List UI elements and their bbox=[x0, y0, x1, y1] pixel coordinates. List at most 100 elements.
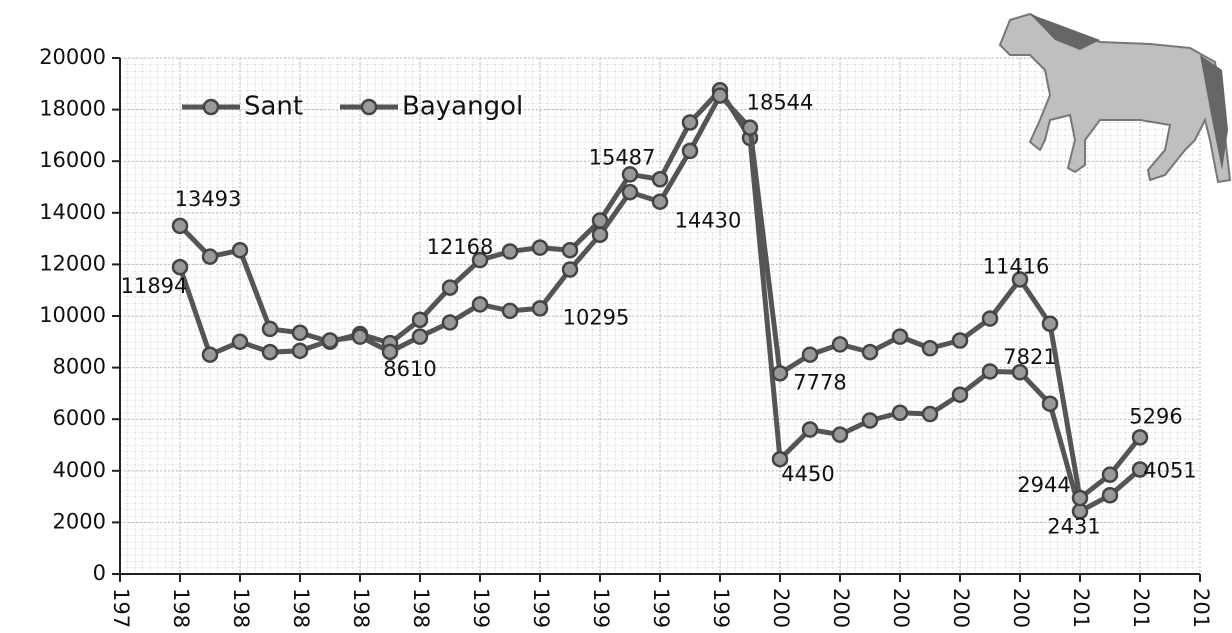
marker bbox=[923, 341, 937, 355]
x-tick-label: 199 bbox=[469, 588, 493, 628]
x-tick-label: 200 bbox=[949, 588, 973, 628]
y-tick-label: 12000 bbox=[39, 251, 106, 275]
marker bbox=[1103, 468, 1117, 482]
x-tick-label: 200 bbox=[829, 588, 853, 628]
marker bbox=[1043, 397, 1057, 411]
marker bbox=[623, 167, 637, 181]
x-tick-label: 201 bbox=[1129, 588, 1153, 628]
marker bbox=[233, 335, 247, 349]
marker bbox=[983, 312, 997, 326]
marker bbox=[173, 219, 187, 233]
marker bbox=[323, 334, 337, 348]
x-tick-label: 201 bbox=[1069, 588, 1093, 628]
y-tick-label: 20000 bbox=[39, 45, 106, 69]
x-tick-label: 199 bbox=[709, 588, 733, 628]
marker bbox=[893, 406, 907, 420]
marker bbox=[653, 172, 667, 186]
x-tick-label: 198 bbox=[229, 588, 253, 628]
y-tick-label: 6000 bbox=[53, 406, 106, 430]
marker bbox=[563, 243, 577, 257]
data-label: 15487 bbox=[589, 145, 656, 169]
marker bbox=[893, 330, 907, 344]
marker bbox=[713, 89, 727, 103]
legend-marker bbox=[362, 100, 376, 114]
data-label: 2944 bbox=[1017, 473, 1070, 497]
marker bbox=[413, 330, 427, 344]
marker bbox=[773, 366, 787, 380]
x-tick-label: 200 bbox=[769, 588, 793, 628]
marker bbox=[563, 263, 577, 277]
y-tick-label: 8000 bbox=[53, 355, 106, 379]
data-label: 7778 bbox=[793, 370, 846, 394]
legend-marker bbox=[204, 100, 218, 114]
marker bbox=[203, 250, 217, 264]
x-tick-label: 201 bbox=[1189, 588, 1213, 628]
y-tick-label: 14000 bbox=[39, 200, 106, 224]
marker bbox=[863, 413, 877, 427]
y-tick-label: 0 bbox=[93, 561, 106, 585]
marker bbox=[293, 344, 307, 358]
y-tick-label: 16000 bbox=[39, 148, 106, 172]
marker bbox=[833, 428, 847, 442]
marker bbox=[503, 245, 517, 259]
marker bbox=[233, 243, 247, 257]
data-label: 11894 bbox=[121, 274, 188, 298]
legend-label: Bayangol bbox=[402, 92, 523, 122]
y-tick-label: 2000 bbox=[53, 509, 106, 533]
marker bbox=[863, 345, 877, 359]
marker bbox=[1103, 488, 1117, 502]
marker bbox=[203, 348, 217, 362]
data-label: 18544 bbox=[747, 91, 814, 115]
marker bbox=[1073, 491, 1087, 505]
x-tick-label: 199 bbox=[589, 588, 613, 628]
data-label: 12168 bbox=[427, 235, 494, 259]
x-tick-label: 198 bbox=[289, 588, 313, 628]
marker bbox=[743, 121, 757, 135]
y-tick-label: 4000 bbox=[53, 458, 106, 482]
data-label: 13493 bbox=[175, 187, 242, 211]
marker bbox=[833, 337, 847, 351]
marker bbox=[503, 304, 517, 318]
data-label: 4450 bbox=[781, 462, 834, 486]
marker bbox=[443, 315, 457, 329]
marker bbox=[173, 260, 187, 274]
marker bbox=[353, 330, 367, 344]
marker bbox=[533, 301, 547, 315]
marker bbox=[263, 345, 277, 359]
marker bbox=[953, 334, 967, 348]
marker bbox=[533, 241, 547, 255]
legend-label: Sant bbox=[244, 92, 303, 122]
marker bbox=[1133, 430, 1147, 444]
marker bbox=[293, 326, 307, 340]
data-label: 5296 bbox=[1129, 404, 1182, 428]
x-tick-label: 200 bbox=[889, 588, 913, 628]
marker bbox=[983, 364, 997, 378]
marker bbox=[653, 195, 667, 209]
x-tick-label: 198 bbox=[169, 588, 193, 628]
marker bbox=[1043, 317, 1057, 331]
x-tick-label: 200 bbox=[1009, 588, 1033, 628]
marker bbox=[683, 144, 697, 158]
data-label: 10295 bbox=[563, 305, 630, 329]
y-tick-label: 18000 bbox=[39, 97, 106, 121]
x-tick-label: 199 bbox=[649, 588, 673, 628]
x-tick-label: 197 bbox=[109, 588, 133, 628]
marker bbox=[803, 348, 817, 362]
marker bbox=[593, 228, 607, 242]
marker bbox=[803, 423, 817, 437]
marker bbox=[443, 281, 457, 295]
chart: 0 2000 4000 6000 8000 10000 12000 14000 16000 180… bbox=[0, 0, 1232, 633]
y-tick-label: 10000 bbox=[39, 303, 106, 327]
marker bbox=[473, 297, 487, 311]
data-label: 2431 bbox=[1047, 514, 1100, 538]
x-tick-label: 198 bbox=[349, 588, 373, 628]
data-label: 14430 bbox=[675, 209, 742, 233]
marker bbox=[623, 185, 637, 199]
marker bbox=[413, 313, 427, 327]
data-label: 7821 bbox=[1003, 345, 1056, 369]
marker bbox=[953, 388, 967, 402]
x-tick-label: 198 bbox=[409, 588, 433, 628]
marker bbox=[683, 116, 697, 130]
marker bbox=[263, 322, 277, 336]
marker bbox=[923, 407, 937, 421]
